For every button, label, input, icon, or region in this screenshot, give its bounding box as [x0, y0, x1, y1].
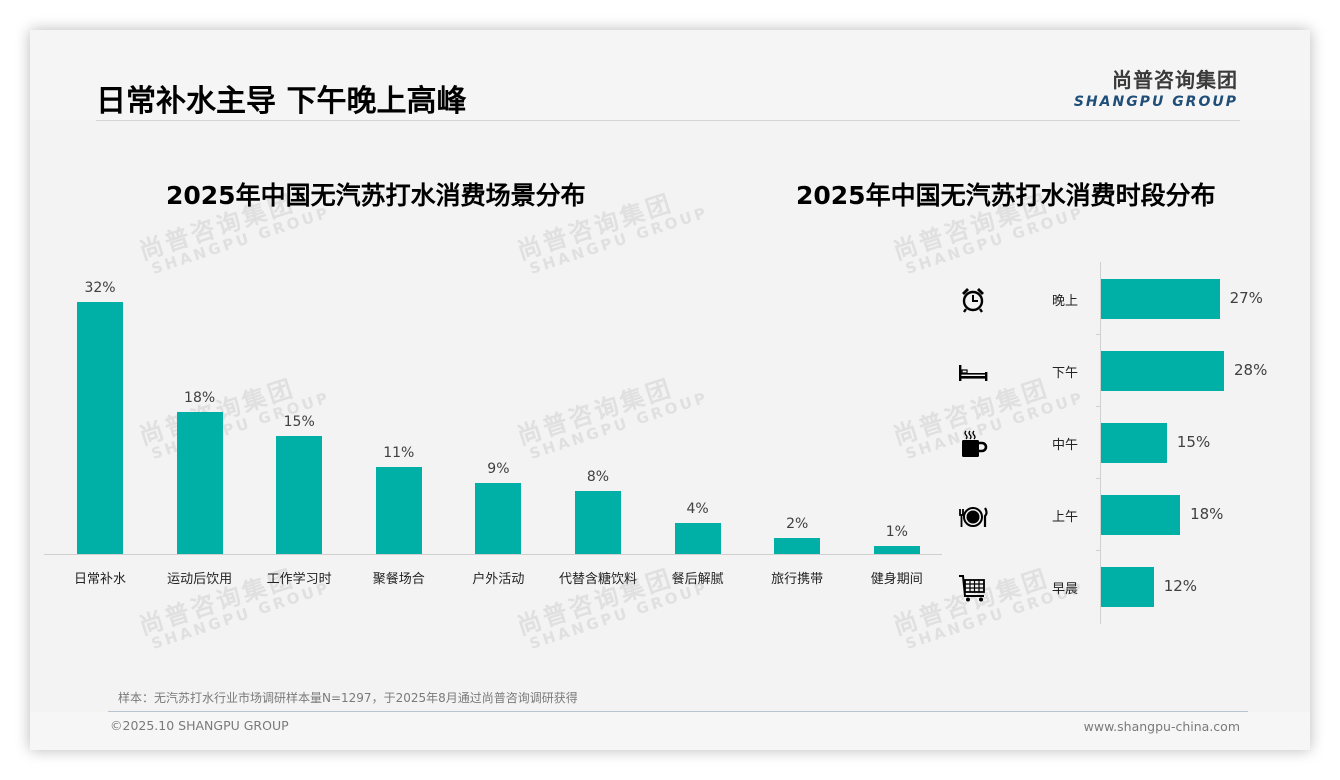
bar [276, 435, 323, 554]
timeslot-chart-title: 2025年中国无汽苏打水消费时段分布 [796, 181, 1216, 210]
shopping-cart-icon [958, 573, 988, 603]
bar [1101, 567, 1154, 607]
bar-row: 晚上 27% [940, 263, 1300, 335]
website-link[interactable]: www.shangpu-china.com [1083, 719, 1240, 734]
bar [1101, 423, 1167, 463]
bar-row: 早晨 12% [940, 551, 1300, 623]
category-label: 代替含糖饮料 [558, 572, 637, 587]
bar-value-label: 1% [885, 524, 908, 541]
company-logo: 尚普咨询集团 SHANGPU GROUP [1074, 64, 1238, 110]
bar-group: 4% 餐后解腻 [648, 270, 748, 590]
bar-group: 8% 代替含糖饮料 [548, 270, 648, 590]
header-band [30, 30, 1310, 120]
bar-group: 15% 工作学习时 [249, 270, 349, 590]
category-label: 运动后饮用 [167, 572, 233, 587]
bar-group: 2% 旅行携带 [747, 270, 847, 590]
category-label: 户外活动 [472, 572, 525, 587]
category-label: 日常补水 [73, 572, 126, 587]
axis-tick [1096, 406, 1100, 407]
bar [1101, 279, 1220, 319]
page-title: 日常补水主导 下午晚上高峰 [96, 84, 467, 119]
bar [774, 538, 821, 554]
footer-divider [108, 711, 1248, 712]
bar-group: 11% 聚餐场合 [349, 270, 449, 590]
category-label: 旅行携带 [771, 572, 824, 587]
bar [475, 483, 522, 554]
scene-chart-title: 2025年中国无汽苏打水消费场景分布 [166, 181, 586, 210]
bar-value-label: 27% [1229, 289, 1263, 307]
bar [77, 302, 123, 554]
axis-tick [1096, 550, 1100, 551]
title-divider [96, 120, 1240, 121]
category-label: 工作学习时 [266, 572, 332, 587]
category-label: 上午 [1052, 510, 1079, 525]
axis-tick [1096, 334, 1100, 335]
plate-cutlery-icon [958, 501, 988, 531]
bar-row: 上午 18% [940, 479, 1300, 551]
bar-value-label: 18% [184, 390, 216, 407]
timeslot-bar-chart: 晚上 27% 下午 28% 中午 15% 上午 18% 早晨 12% [940, 262, 1300, 624]
scene-bar-chart: 32% 日常补水 18% 运动后饮用 15% 工作学习时 11% 聚餐场合 9% 户外活动 8% 代替… [44, 270, 942, 590]
x-axis-line [44, 554, 942, 555]
bar [1101, 495, 1181, 535]
category-label: 晚上 [1052, 294, 1079, 309]
bar [873, 546, 920, 554]
copyright: ©2025.10 SHANGPU GROUP [110, 718, 289, 733]
bar-value-label: 9% [487, 461, 510, 478]
bar-row: 中午 15% [940, 407, 1300, 479]
footer-band [30, 712, 1310, 750]
bar-value-label: 18% [1190, 505, 1224, 523]
category-label: 餐后解腻 [671, 572, 724, 587]
logo-english: SHANGPU GROUP [1073, 94, 1238, 110]
bar [575, 491, 621, 554]
bar [1101, 351, 1224, 391]
bar-value-label: 2% [786, 516, 809, 533]
coffee-cup-icon [958, 429, 988, 459]
sample-note: 样本：无汽苏打水行业市场调研样本量N=1297，于2025年8月通过尚普咨询调研… [118, 691, 578, 705]
slide: 尚普咨询集团 SHANGPU GROUP 尚普咨询集团 SHANGPU GROUP … [30, 30, 1310, 750]
bar-value-label: 32% [84, 280, 116, 296]
bar-value-label: 15% [1176, 433, 1211, 451]
bar-value-label: 28% [1234, 361, 1268, 379]
bar-value-label: 11% [383, 445, 415, 462]
axis-tick [1096, 478, 1100, 479]
bar-value-label: 8% [586, 469, 610, 485]
y-axis-line [1100, 262, 1101, 624]
alarm-clock-icon [958, 285, 988, 315]
bar-group: 9% 户外活动 [448, 270, 548, 590]
bar-value-label: 4% [686, 500, 709, 517]
category-label: 早晨 [1052, 582, 1079, 597]
bar [375, 467, 422, 554]
category-label: 健身期间 [870, 572, 923, 587]
bar-group: 32% 日常补水 [50, 270, 150, 590]
bar-group: 1% 健身期间 [847, 270, 947, 590]
category-label: 聚餐场合 [372, 572, 425, 587]
bar [674, 522, 721, 554]
category-label: 中午 [1052, 438, 1079, 453]
category-label: 下午 [1052, 366, 1079, 381]
bar-group: 18% 运动后饮用 [150, 270, 250, 590]
bar-row: 下午 28% [940, 335, 1300, 407]
bar [176, 412, 223, 554]
bed-icon [958, 357, 988, 387]
bar-value-label: 15% [283, 413, 315, 430]
bar-value-label: 12% [1163, 577, 1198, 595]
logo-chinese: 尚普咨询集团 [1112, 68, 1238, 92]
